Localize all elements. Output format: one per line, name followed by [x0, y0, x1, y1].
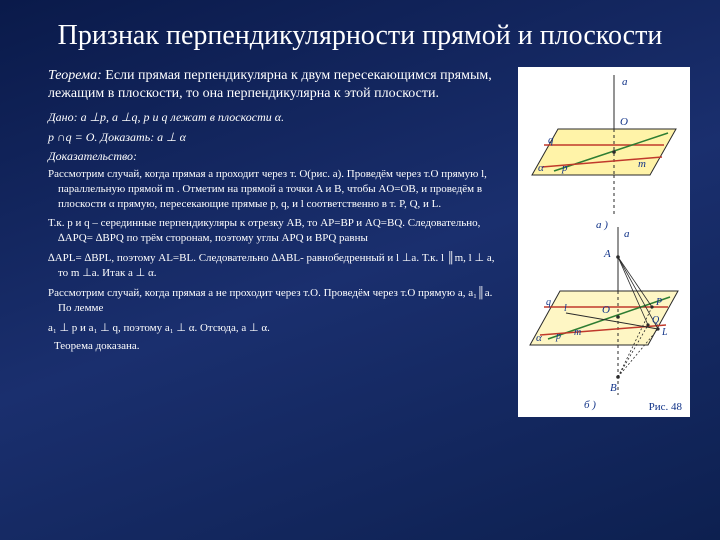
svg-text:L: L	[661, 327, 668, 338]
geometry-diagram: a O q p m α	[518, 67, 690, 417]
svg-text:α: α	[536, 332, 542, 344]
svg-text:O: O	[620, 116, 628, 128]
proof-p1: Рассмотрим случай, когда прямая a проход…	[58, 167, 504, 212]
theorem-label: Теорема:	[48, 68, 102, 83]
svg-text:α: α	[538, 162, 544, 174]
proof-p5: a₁ ⊥ p и a₁ ⊥ q, поэтому a₁ ⊥ α. Отсюда,…	[58, 321, 504, 336]
qed: Теорема доказана.	[54, 340, 504, 352]
theorem: Теорема: Если прямая перпендикулярна к д…	[48, 67, 504, 103]
proof-label: Доказательство:	[48, 148, 504, 164]
proof-p3: ∆APL= ∆BPL, поэтому AL=BL. Следовательно…	[58, 251, 504, 281]
svg-text:O: O	[602, 304, 610, 316]
svg-text:P: P	[655, 297, 662, 308]
svg-text:q: q	[546, 297, 551, 308]
content-area: Теорема: Если прямая перпендикулярна к д…	[0, 67, 720, 417]
svg-text:l: l	[564, 303, 567, 314]
figure: a O q p m α	[518, 67, 690, 417]
svg-text:q: q	[548, 134, 554, 146]
svg-text:Q: Q	[652, 315, 660, 326]
svg-text:m: m	[638, 158, 646, 170]
svg-text:p: p	[555, 331, 561, 342]
svg-text:m: m	[574, 327, 581, 338]
svg-text:p: p	[561, 162, 568, 174]
svg-text:A: A	[603, 248, 611, 260]
intersect-line: p ∩q = O. Доказать: a ⊥ α	[48, 129, 504, 145]
figure-column: a O q p m α	[518, 67, 690, 417]
figure-label-a: а )	[596, 219, 608, 231]
proof-p2: Т.к. p и q – серединные перпендикуляры к…	[58, 216, 504, 246]
given-line: Дано: a ⊥p, a ⊥q, p и q лежат в плоскост…	[48, 109, 504, 125]
text-column: Теорема: Если прямая перпендикулярна к д…	[48, 67, 518, 417]
slide-title: Признак перпендикулярности прямой и плос…	[0, 0, 720, 67]
svg-text:a: a	[622, 76, 628, 88]
proof-p4: Рассмотрим случай, когда прямая a не про…	[58, 286, 504, 316]
figure-caption: Рис. 48	[649, 401, 682, 413]
svg-text:a: a	[624, 228, 630, 240]
theorem-text: Если прямая перпендикулярна к двум перес…	[48, 68, 492, 101]
figure-label-b: б )	[584, 399, 596, 411]
svg-text:B: B	[610, 382, 617, 394]
